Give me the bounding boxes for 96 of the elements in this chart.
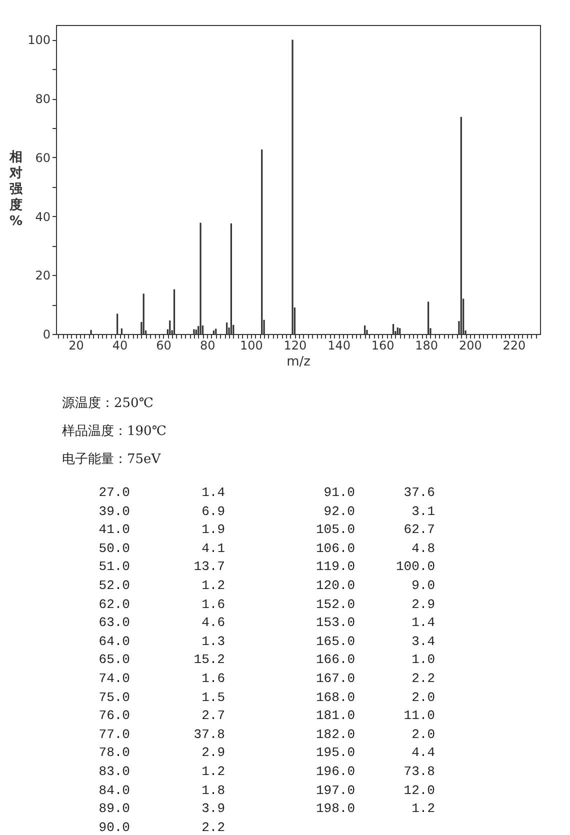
text: 3.9 <box>200 800 225 818</box>
y-tick-label: 0 <box>42 328 50 342</box>
text: 52.0 <box>98 576 130 595</box>
text: 39.0 <box>98 502 130 521</box>
x-axis-title: m/z <box>286 354 311 370</box>
text: 4.8 <box>410 540 435 558</box>
text: 1.4 <box>200 484 225 502</box>
text: 51.0 <box>98 558 130 576</box>
x-tick-label: 60 <box>156 338 172 352</box>
text: 4.1 <box>200 540 225 558</box>
text: 50.0 <box>98 540 130 558</box>
text: 62.7 <box>402 521 435 540</box>
text: 1.6 <box>200 670 225 688</box>
text: 2.0 <box>410 726 435 744</box>
text: 83.0 <box>98 762 130 781</box>
text: 41.0 <box>98 521 130 540</box>
text: 1.8 <box>200 782 225 800</box>
text: 37.8 <box>192 726 225 744</box>
text: 120.0 <box>314 576 355 595</box>
text: 65.0 <box>98 651 130 670</box>
text: 样品温度：190℃ <box>62 423 166 441</box>
x-tick-label: 80 <box>200 338 216 352</box>
text: 1.3 <box>200 632 225 651</box>
y-tick-label: 60 <box>35 150 50 165</box>
text: 12.0 <box>402 782 435 800</box>
x-tick-label: 140 <box>328 338 350 352</box>
text: 166.0 <box>314 651 355 670</box>
text: 2.9 <box>410 596 435 614</box>
text: 6.9 <box>200 502 225 521</box>
text: 2.2 <box>200 818 225 835</box>
text: 2.9 <box>200 744 225 762</box>
text: 74.0 <box>98 670 130 688</box>
text: 2.0 <box>410 688 435 707</box>
text: 91.0 <box>322 484 355 502</box>
text: 1.0 <box>410 651 435 670</box>
x-tick-label: 40 <box>112 338 128 352</box>
text: 1.2 <box>200 762 225 781</box>
y-axis-title: 相对强度% <box>8 150 24 230</box>
y-tick-label: 100 <box>28 33 50 48</box>
text: 37.6 <box>402 484 435 502</box>
text: 197.0 <box>314 782 355 800</box>
text: 1.2 <box>410 800 435 818</box>
x-tick-label: 120 <box>284 338 307 352</box>
x-tick-label: 200 <box>458 338 482 352</box>
text: 84.0 <box>98 782 130 800</box>
text: 106.0 <box>314 540 355 558</box>
text: 196.0 <box>314 762 355 781</box>
text: 89.0 <box>98 800 130 818</box>
text: 92.0 <box>322 502 355 521</box>
x-tick-label: 20 <box>68 338 84 352</box>
text: 165.0 <box>314 632 355 651</box>
text: 73.8 <box>402 762 435 781</box>
y-tick-label: 40 <box>35 210 50 224</box>
x-tick-label: 100 <box>240 338 263 352</box>
text: 11.0 <box>402 707 435 726</box>
text: 90.0 <box>98 818 130 835</box>
text: 1.2 <box>200 576 225 595</box>
text: 27.0 <box>98 484 130 502</box>
x-tick-label: 180 <box>415 338 438 352</box>
text: 3.4 <box>410 632 435 651</box>
text: 62.0 <box>98 596 130 614</box>
x-tick-label: 160 <box>371 338 394 352</box>
text: 77.0 <box>98 726 130 744</box>
text: 4.4 <box>410 744 435 762</box>
x-tick-label: 220 <box>502 338 526 352</box>
text: 3.1 <box>410 502 435 521</box>
text: 181.0 <box>314 707 355 726</box>
text: 78.0 <box>98 744 130 762</box>
text: 4.6 <box>200 614 225 632</box>
text: 168.0 <box>314 688 355 707</box>
text: 源温度：250℃ <box>62 395 154 413</box>
text: 152.0 <box>314 596 355 614</box>
text: 电子能量：75eV <box>62 451 162 469</box>
text: 2.7 <box>200 707 225 726</box>
y-tick-label: 80 <box>35 92 50 106</box>
text: 1.4 <box>410 614 435 632</box>
text: 75.0 <box>98 688 130 707</box>
text: 63.0 <box>98 614 130 632</box>
text: 167.0 <box>314 670 355 688</box>
text: 100.0 <box>394 558 435 576</box>
text: 182.0 <box>314 726 355 744</box>
text: 9.0 <box>410 576 435 595</box>
text: 1.5 <box>200 688 225 707</box>
text: 13.7 <box>192 558 225 576</box>
text: 105.0 <box>314 521 355 540</box>
text: 153.0 <box>314 614 355 632</box>
text: 76.0 <box>98 707 130 726</box>
text: 64.0 <box>98 632 130 651</box>
text: 2.2 <box>410 670 435 688</box>
text: 1.6 <box>200 596 225 614</box>
text: 198.0 <box>314 800 355 818</box>
text: 1.9 <box>200 521 225 540</box>
text: 15.2 <box>192 651 225 670</box>
text: 119.0 <box>314 558 355 576</box>
text: 195.0 <box>314 744 355 762</box>
y-tick-label: 20 <box>35 268 50 283</box>
